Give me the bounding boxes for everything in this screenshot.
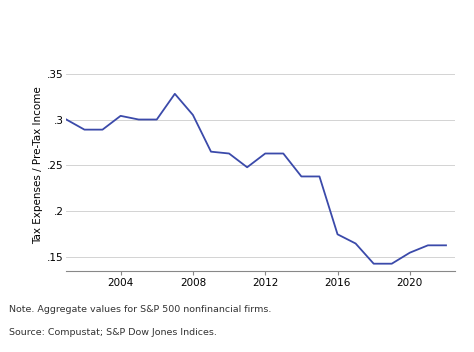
- Text: Note. Aggregate values for S&P 500 nonfinancial firms.: Note. Aggregate values for S&P 500 nonfi…: [9, 304, 272, 314]
- Text: Figure 4. Effective corporate tax rates: Figure 4. Effective corporate tax rates: [6, 10, 232, 19]
- Text: Source: Compustat; S&P Dow Jones Indices.: Source: Compustat; S&P Dow Jones Indices…: [9, 328, 218, 337]
- Y-axis label: Tax Expenses / Pre-Tax Income: Tax Expenses / Pre-Tax Income: [33, 87, 43, 244]
